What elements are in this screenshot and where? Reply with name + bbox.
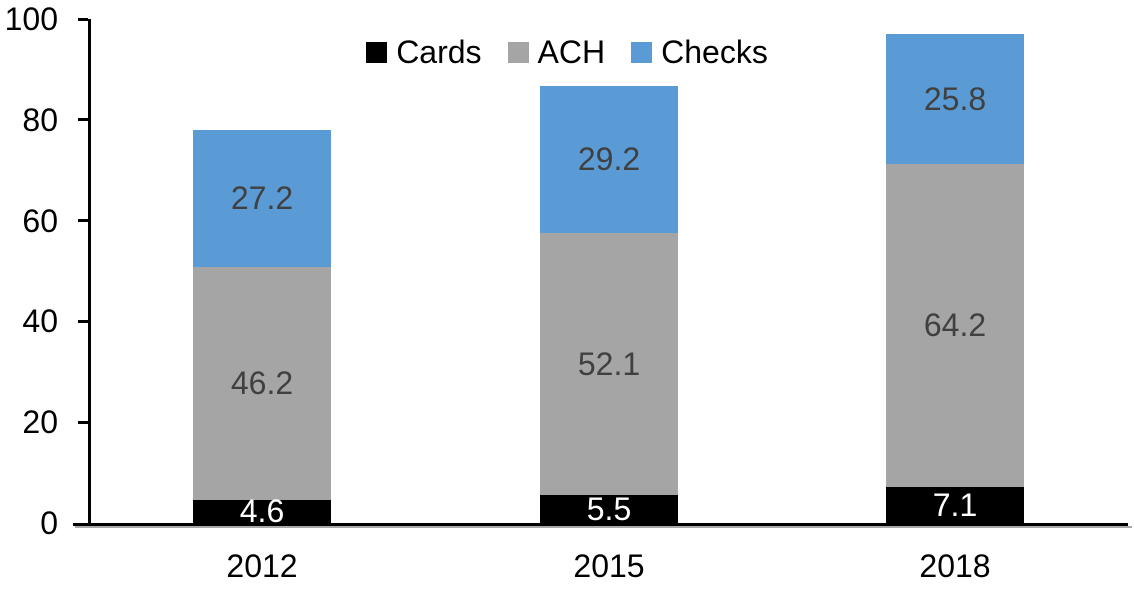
y-axis-tick-label: 60 <box>22 202 58 239</box>
bar-segment-ach-2012: 46.2 <box>193 266 331 500</box>
y-axis-tick-label: 0 <box>40 505 58 541</box>
bar-value-label: 29.2 <box>577 141 641 178</box>
bar-value-label: 25.8 <box>923 80 987 117</box>
x-axis-category-label: 2015 <box>573 548 645 584</box>
legend-item-ach: ACH <box>507 34 606 70</box>
bar-segment-ach-2015: 52.1 <box>540 232 678 496</box>
bar-value-label: 27.2 <box>230 180 294 217</box>
bar-segment-checks-2012: 27.2 <box>193 129 331 267</box>
bar-segment-cards-2015: 5.5 <box>540 491 678 528</box>
y-axis-tick <box>78 219 88 223</box>
y-axis-line <box>88 19 91 526</box>
legend-item-cards: Cards <box>366 34 482 70</box>
x-axis-shadow <box>75 526 1132 528</box>
bar-value-label: 52.1 <box>577 345 641 382</box>
y-axis-tick <box>78 319 88 323</box>
legend-label: Checks <box>661 34 768 70</box>
legend: Cards ACH Checks <box>0 36 1134 68</box>
y-axis-tick-label: 40 <box>22 303 58 340</box>
y-axis-tick-label: 80 <box>22 101 58 138</box>
bar-value-label: 46.2 <box>230 365 294 402</box>
x-axis-line <box>73 523 1128 526</box>
y-axis-tick <box>78 17 88 21</box>
bar-group-2012: 4.6 46.2 27.2 <box>193 129 331 527</box>
bar-segment-ach-2018: 64.2 <box>886 163 1024 488</box>
bar-value-label: 4.6 <box>239 493 285 530</box>
bar-value-label: 7.1 <box>932 487 978 524</box>
y-axis-tick <box>78 118 88 122</box>
legend-swatch-icon <box>631 41 653 63</box>
legend-item-checks: Checks <box>631 36 768 68</box>
y-axis-tick-label: 20 <box>22 404 58 441</box>
y-axis-tick <box>78 420 88 424</box>
bar-segment-checks-2015: 29.2 <box>540 85 678 233</box>
bar-group-2015: 5.5 52.1 29.2 <box>540 85 678 528</box>
legend-label: Cards <box>396 34 482 70</box>
bar-segment-cards-2012: 4.6 <box>193 495 331 527</box>
legend-swatch-icon <box>507 41 529 63</box>
bar-value-label: 64.2 <box>923 307 987 344</box>
bar-segment-cards-2018: 7.1 <box>886 487 1024 523</box>
bar-segment-checks-2018: 25.8 <box>886 33 1024 164</box>
bar-group-2018: 7.1 64.2 25.8 <box>886 33 1024 523</box>
x-axis-category-label: 2018 <box>919 548 991 584</box>
legend-swatch-icon <box>366 41 388 63</box>
y-axis-tick-label: 100 <box>4 1 58 37</box>
legend-label: ACH <box>537 34 606 70</box>
bar-value-label: 5.5 <box>586 491 632 528</box>
x-axis-category-label: 2012 <box>226 548 298 584</box>
